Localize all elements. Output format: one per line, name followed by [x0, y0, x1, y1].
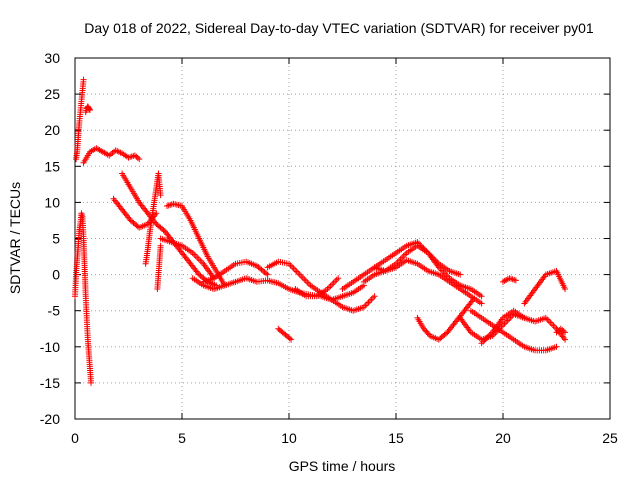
grid-lines	[75, 58, 610, 419]
y-tick-label: -20	[40, 411, 60, 427]
data-point	[153, 210, 160, 217]
series-arc-b-spike	[73, 76, 87, 163]
data-point	[80, 76, 87, 83]
series-arc-n	[521, 267, 569, 307]
data-point	[553, 343, 560, 350]
data-point	[86, 106, 93, 113]
x-axis-label: GPS time / hours	[289, 458, 396, 474]
y-tick-label: 25	[44, 86, 60, 102]
series-arc-a-rise	[72, 210, 86, 300]
axis-ticks	[74, 57, 611, 420]
y-tick-label: -5	[48, 303, 61, 319]
x-tick-label: 20	[495, 430, 511, 446]
data-point	[560, 328, 567, 335]
y-tick-label: 30	[44, 50, 60, 66]
y-tick-label: 5	[52, 231, 60, 247]
data-point	[470, 296, 477, 303]
data-point	[335, 275, 342, 282]
series-arc-m	[500, 275, 519, 285]
data-point	[562, 336, 569, 343]
y-tick-label: 15	[44, 158, 60, 174]
series-arc-i3	[371, 242, 464, 278]
series-arc-g	[264, 258, 378, 314]
series-arc-d-dip	[154, 242, 164, 293]
data-point	[157, 192, 164, 199]
data-point	[136, 156, 143, 163]
x-tick-label: 5	[178, 430, 186, 446]
data-point	[422, 327, 429, 334]
series-arc-c-upper	[80, 145, 143, 166]
x-tick-label: 10	[281, 430, 297, 446]
data-point	[478, 293, 485, 300]
data-point	[478, 300, 485, 307]
data-point	[88, 379, 95, 386]
y-tick-label: 0	[52, 267, 60, 283]
data-point	[288, 336, 295, 343]
series-arc-b-high	[82, 103, 93, 116]
data-point	[424, 330, 431, 337]
series-arc-a-fall	[79, 213, 95, 386]
x-tick-label: 15	[388, 430, 404, 446]
series-arc-g2	[292, 275, 342, 300]
data-point	[562, 329, 569, 336]
y-tick-label: 10	[44, 194, 60, 210]
series-arc-i2	[360, 257, 485, 307]
y-tick-label: -15	[40, 375, 60, 391]
data-point	[134, 154, 141, 161]
x-tick-label: 25	[602, 430, 618, 446]
chart-title: Day 018 of 2022, Sidereal Day-to-day VTE…	[84, 20, 594, 36]
series-arc-d-cluster	[142, 170, 164, 267]
data-point	[512, 277, 519, 284]
tick-labels: 0 5 10 15 20 25 -20 -15 -10 -5 0 5 10 15 20 25 30	[40, 50, 618, 446]
data-point	[264, 271, 271, 278]
data-point	[157, 242, 164, 249]
data-point	[442, 330, 449, 337]
series-arc-o	[553, 325, 569, 336]
x-tick-label: 0	[71, 430, 79, 446]
y-axis-label: SDTVAR / TECUs	[7, 182, 23, 294]
data-point	[160, 227, 167, 234]
data-point	[562, 286, 569, 293]
y-tick-label: -10	[40, 339, 60, 355]
series-arc-f2	[200, 258, 271, 285]
data-point	[371, 293, 378, 300]
data-point	[286, 335, 293, 342]
series-arc-e2	[157, 235, 218, 282]
data-points	[72, 76, 569, 386]
data-point	[423, 328, 430, 335]
y-tick-label: 20	[44, 122, 60, 138]
data-point	[85, 105, 92, 112]
series-arc-h-small	[275, 325, 295, 343]
series-arc-j	[414, 296, 477, 343]
data-point	[86, 106, 93, 113]
data-point	[420, 325, 427, 332]
data-point	[457, 271, 464, 278]
